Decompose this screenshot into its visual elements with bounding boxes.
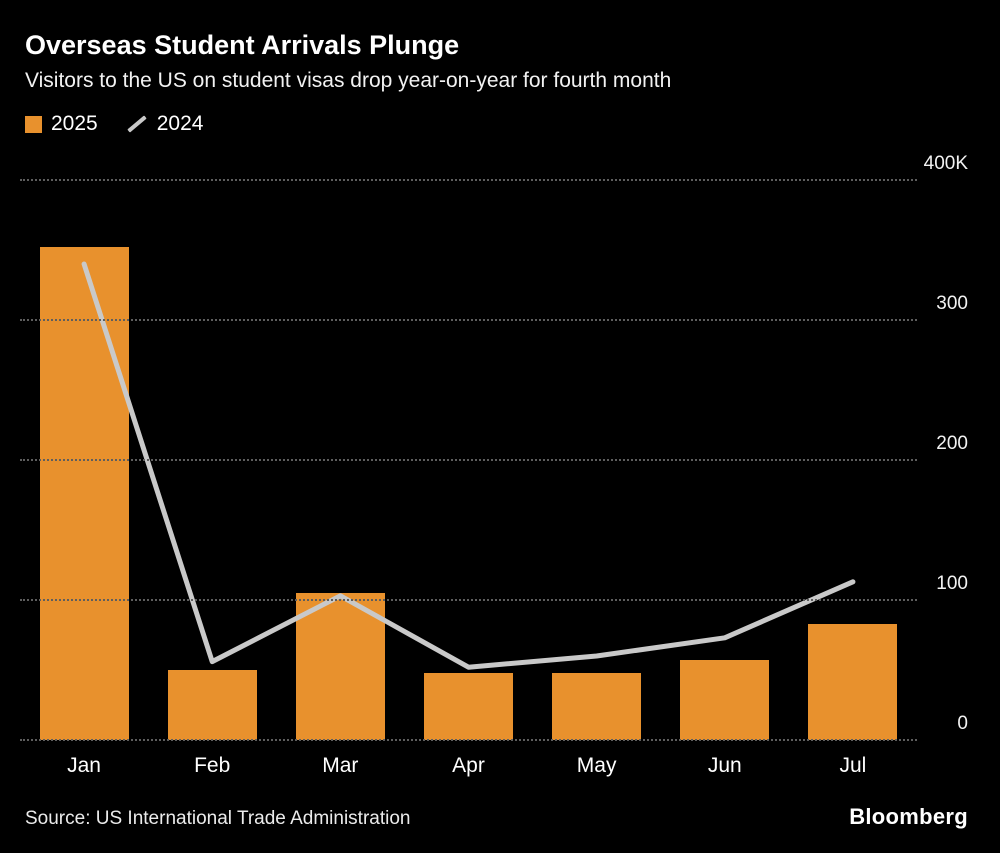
legend-item-2025: 2025 xyxy=(25,112,98,136)
y-tick-label: 200 xyxy=(936,433,968,454)
x-tick-label: May xyxy=(576,754,617,777)
x-tick-label: Jun xyxy=(707,754,742,777)
bar-may xyxy=(552,672,642,740)
chart-title: Overseas Student Arrivals Plunge xyxy=(25,30,460,60)
y-tick-label: 100 xyxy=(936,573,968,594)
y-tick-label: 400K xyxy=(923,153,968,174)
line-2024 xyxy=(81,261,856,670)
x-tick-label: Mar xyxy=(322,754,359,777)
legend-item-2024: 2024 xyxy=(126,112,204,136)
gridline xyxy=(20,599,917,601)
bar-mar xyxy=(295,593,385,740)
y-tick-label: 300 xyxy=(936,293,968,314)
y-tick-label: 0 xyxy=(957,713,968,734)
gridline xyxy=(20,459,917,461)
bar-apr xyxy=(424,672,513,740)
plot-area: Jan Feb Mar Apr May Jun Jul xyxy=(20,179,917,777)
gridline xyxy=(20,739,917,741)
x-tick-label: Jul xyxy=(839,754,867,777)
bar-jun xyxy=(680,660,770,740)
x-tick-label: Feb xyxy=(194,754,231,777)
x-tick-label: Jan xyxy=(67,754,101,777)
y-axis-labels: 400K 300 200 100 0 xyxy=(898,0,968,853)
legend-label-2025: 2025 xyxy=(51,112,98,135)
line-series-swatch-icon xyxy=(127,115,147,133)
legend-label-2024: 2024 xyxy=(156,112,204,135)
bar-feb xyxy=(167,670,257,740)
legend: 2025 2024 xyxy=(25,112,203,136)
chart-subtitle: Visitors to the US on student visas drop… xyxy=(25,69,672,92)
source-note: Source: US International Trade Administr… xyxy=(25,808,411,829)
bloomberg-logo: Bloomberg xyxy=(849,804,968,829)
bar-jan xyxy=(39,247,129,740)
bar-jul xyxy=(808,623,898,740)
gridline xyxy=(20,319,917,321)
bar-series-swatch-icon xyxy=(25,115,42,133)
x-tick-label: Apr xyxy=(452,754,485,777)
gridline xyxy=(20,179,917,181)
